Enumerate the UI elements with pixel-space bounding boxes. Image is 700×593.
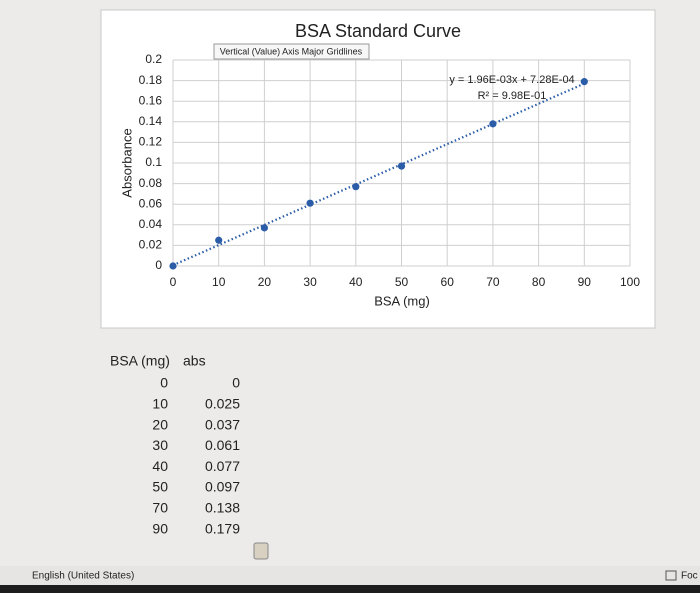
- table-cell: 50: [152, 479, 168, 495]
- data-point: [260, 224, 268, 232]
- tooltip: Vertical (Value) Axis Major Gridlines: [220, 46, 363, 56]
- y-tick-label: 0.04: [139, 217, 163, 231]
- trendline: [172, 82, 585, 267]
- y-axis-label: Absorbance: [119, 128, 134, 197]
- table-cell: 0: [232, 375, 240, 391]
- table-cell: 0.077: [205, 458, 240, 474]
- x-tick-label: 30: [303, 275, 317, 289]
- plot-area: 0 0.02 0.04 0.06 0.08 0.1 0.12 0.14 0.16 0.18 0.2 0…: [139, 52, 641, 289]
- y-tick-label: 0: [155, 258, 162, 272]
- trendline-r-squared: R² = 9.98E-01: [478, 90, 547, 102]
- table-cell: 0.138: [205, 500, 240, 516]
- chart-area[interactable]: [100, 9, 656, 329]
- table-cell: 0.061: [205, 437, 240, 453]
- data-point: [489, 120, 497, 128]
- data-point: [352, 183, 360, 191]
- data-point: [169, 262, 177, 270]
- table-cell: 0.025: [205, 396, 240, 412]
- data-table: BSA (mg) abs 0 0 10 0.025 20 0.037 30 0.061 40 0.07…: [110, 353, 240, 537]
- table-cell: 20: [152, 416, 168, 432]
- x-tick-label: 40: [349, 275, 363, 289]
- y-tick-label: 0.1: [145, 155, 162, 169]
- x-tick-label: 20: [258, 275, 272, 289]
- table-header: abs: [183, 353, 206, 369]
- x-tick-label: 100: [620, 275, 640, 289]
- y-tick-label: 0.02: [139, 238, 163, 252]
- table-cell: 90: [152, 520, 168, 536]
- paste-options-icon[interactable]: [253, 542, 269, 560]
- x-tick-label: 70: [486, 275, 500, 289]
- y-tick-label: 0.2: [145, 52, 162, 66]
- status-bar: [0, 566, 700, 585]
- table-cell: 40: [152, 458, 168, 474]
- x-tick-label: 0: [170, 275, 177, 289]
- data-point: [397, 162, 406, 170]
- data-point: [306, 199, 314, 207]
- chart-title: BSA Standard Curve: [295, 21, 461, 41]
- table-cell: 0.097: [205, 479, 240, 495]
- table-header: BSA (mg): [110, 353, 170, 369]
- x-tick-label: 80: [532, 275, 546, 289]
- x-tick-label: 50: [395, 275, 409, 289]
- trendline-equation: y = 1.96E-03x + 7.28E-04: [449, 74, 574, 86]
- table-cell: 0: [160, 375, 168, 391]
- table-cell: 70: [152, 500, 168, 516]
- bottom-bezel: [0, 585, 700, 593]
- y-tick-label: 0.08: [139, 176, 163, 190]
- x-axis-label: BSA (mg): [374, 293, 430, 308]
- tooltip-box: [213, 43, 370, 60]
- status-language: English (United States): [32, 571, 134, 582]
- y-tick-label: 0.18: [139, 73, 163, 87]
- y-tick-label: 0.06: [139, 196, 163, 210]
- table-cell: 0.179: [205, 520, 240, 536]
- focus-icon[interactable]: [665, 570, 677, 581]
- data-point: [580, 78, 588, 86]
- status-focus[interactable]: Foc: [681, 571, 698, 582]
- y-tick-label: 0.12: [139, 135, 163, 149]
- table-cell: 30: [152, 437, 168, 453]
- x-tick-label: 10: [212, 275, 226, 289]
- table-cell: 10: [152, 396, 168, 412]
- table-cell: 0.037: [205, 416, 240, 432]
- y-tick-label: 0.14: [139, 114, 163, 128]
- x-tick-label: 90: [578, 275, 592, 289]
- x-tick-label: 60: [441, 275, 455, 289]
- y-tick-label: 0.16: [139, 93, 163, 107]
- data-point: [215, 236, 223, 244]
